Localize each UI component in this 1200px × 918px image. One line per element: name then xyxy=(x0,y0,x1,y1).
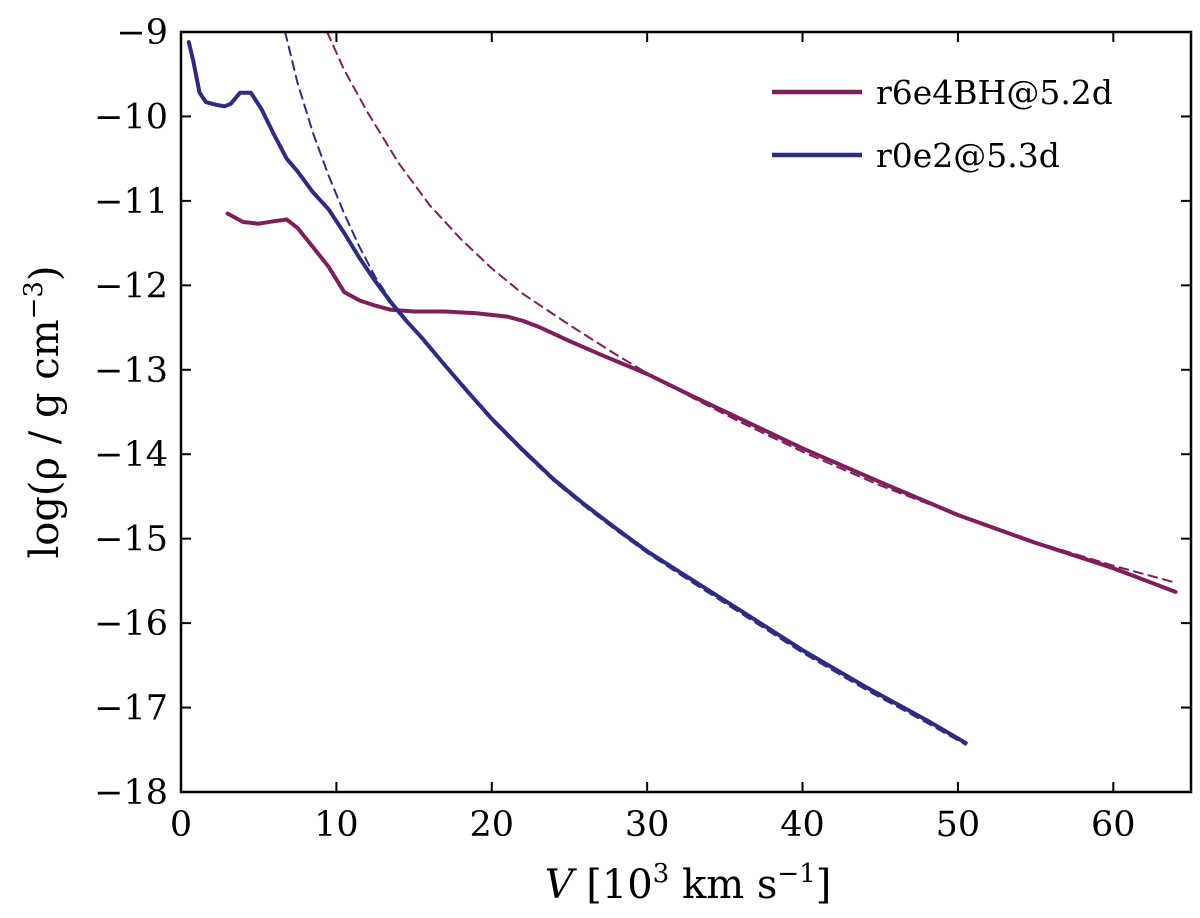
x-tick-label: 50 xyxy=(936,805,981,845)
y-tick-label: −14 xyxy=(94,435,168,475)
y-tick-label: −13 xyxy=(94,351,168,391)
series-layer xyxy=(186,32,1178,746)
series-line-r6e4bh-5-2d-fit-dashed xyxy=(326,32,1177,584)
y-tick-label: −10 xyxy=(94,97,168,137)
x-tick-labels: 0 10 20 30 40 50 60 xyxy=(170,805,1136,845)
x-tick-label: 40 xyxy=(780,805,825,845)
series-line-r0e2-5-3d-fit-dashed xyxy=(284,32,967,746)
y-tick-label: −18 xyxy=(94,773,168,813)
x-tick-label: 20 xyxy=(469,805,514,845)
x-tick-label: 60 xyxy=(1091,805,1136,845)
y-axis-label: log(ρ / g cm−3) xyxy=(19,265,68,558)
y-tick-label: −11 xyxy=(94,182,168,222)
y-tick-labels: −9 −10 −11 −12 −13 −14 −15 −16 −17 −18 xyxy=(94,13,168,813)
legend-label-r0e2: r0e2@5.3d xyxy=(876,136,1060,175)
series-line-r0e2-5-3d xyxy=(186,40,968,745)
x-tick-label: 30 xyxy=(625,805,670,845)
x-axis-label: V [103 km s−1] xyxy=(545,859,832,908)
legend: r6e4BH@5.2d r0e2@5.3d xyxy=(772,73,1113,175)
y-tick-label: −16 xyxy=(94,604,168,644)
y-tick-label: −9 xyxy=(116,13,168,53)
y-tick-label: −15 xyxy=(94,520,168,560)
x-tick-label: 10 xyxy=(314,805,359,845)
legend-label-r6e4bh: r6e4BH@5.2d xyxy=(876,73,1113,112)
series-line-r6e4bh-5-2d xyxy=(225,211,1178,594)
y-tick-label: −12 xyxy=(94,266,168,306)
x-tick-label: 0 xyxy=(170,805,192,845)
y-tick-label: −17 xyxy=(94,689,168,729)
plot-frame xyxy=(179,30,1193,794)
